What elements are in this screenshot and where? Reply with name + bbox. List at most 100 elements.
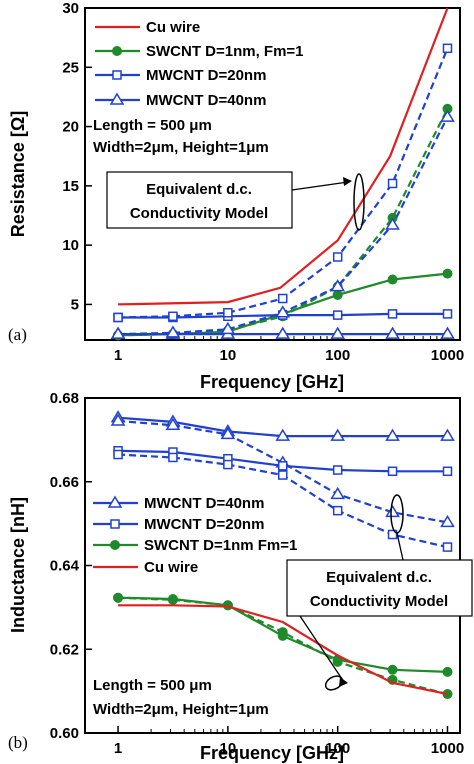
series-point-a-4-4 <box>332 252 343 262</box>
series-point-a-5-3 <box>275 326 291 339</box>
model-callout-a: Equivalent d.c. Conductivity Model <box>106 171 365 231</box>
y-tick-label-b-2: 0.64 <box>50 558 80 575</box>
series-point-b-1-5 <box>385 504 400 518</box>
series-point-b-3-4 <box>332 505 343 516</box>
series-point-a-4-3 <box>277 293 288 304</box>
series-point-b-2-6 <box>442 466 453 477</box>
model-callout-b: Equivalent d.c. Conductivity Model <box>286 494 473 691</box>
model-arrow-b-bottom <box>299 615 345 683</box>
x-ticks-b: 1 10 100 1000 <box>114 726 464 757</box>
model-box-b <box>286 559 473 617</box>
series-point-b-2-4 <box>332 465 343 475</box>
y-tick-label-a-1: 10 <box>62 237 79 254</box>
model-ellipse-b-bottom <box>324 675 344 691</box>
x-axis-label-a: Frequency [GHz] <box>200 372 344 392</box>
y-tick-label-a-0: 5 <box>71 296 79 313</box>
y-tick-label-b-3: 0.66 <box>50 474 79 491</box>
legend-marker-b-2 <box>110 540 120 550</box>
series-point-b-1-1 <box>165 417 181 430</box>
series-point-a-5-6 <box>440 326 455 339</box>
series-b <box>110 410 455 700</box>
y-tick-label-a-2: 15 <box>62 178 79 195</box>
series-point-a-3-4 <box>332 310 343 320</box>
y-tick-label-a-4: 25 <box>62 59 79 76</box>
x-tick-label-b-0: 1 <box>114 740 122 757</box>
legend-label-b-3: Cu wire <box>144 559 198 576</box>
dims-note-b-2: Width=2μm, Height=1μm <box>93 701 269 718</box>
x-tick-label-b-3: 1000 <box>431 740 464 757</box>
series-point-a-1-4 <box>332 289 343 300</box>
model-box-b-line1: Equivalent d.c. <box>326 569 432 586</box>
panel-b: 1 10 100 1000 0.60 0.62 0.64 0.66 0.68 (b) Freq… <box>8 390 473 763</box>
series-point-a-6-1 <box>165 325 181 338</box>
series-point-a-4-2 <box>223 307 233 318</box>
legend-label-a-1: SWCNT D=1nm, Fm=1 <box>146 43 304 60</box>
series-point-b-3-3 <box>277 470 288 480</box>
dims-note-b-1: Length = 500 μm <box>93 677 212 694</box>
series-point-a-4-5 <box>387 178 398 189</box>
legend-marker-b-0 <box>107 495 123 508</box>
legend-label-b-2: SWCNT D=1nm Fm=1 <box>144 537 297 554</box>
legend-label-a-3: MWCNT D=40nm <box>146 92 266 109</box>
series-point-a-6-4 <box>330 279 346 292</box>
series-point-b-5-4 <box>332 656 343 667</box>
legend-b: MWCNT D=40nm MWCNT D=20nm SWCNT D=1nm Fm… <box>93 495 297 576</box>
legend-marker-b-1 <box>110 519 120 529</box>
series-point-a-6-6 <box>440 109 455 122</box>
series-point-b-0-3 <box>275 428 291 441</box>
series-point-a-4-0 <box>113 312 123 323</box>
model-box-a-line1: Equivalent d.c. <box>146 181 252 198</box>
model-box-b-line2: Conductivity Model <box>310 593 448 610</box>
series-point-a-4-6 <box>442 43 453 54</box>
x-tick-label-b-2: 100 <box>325 740 350 757</box>
series-point-b-0-6 <box>440 428 455 441</box>
series-point-b-1-2 <box>220 426 236 440</box>
panel-a: 1 10 100 1000 5 10 15 20 25 30 (a) Frequency [GH… <box>8 0 464 392</box>
y-tick-label-b-0: 0.60 <box>50 725 79 742</box>
series-point-a-3-5 <box>387 309 398 319</box>
series-point-b-4-6 <box>442 666 453 677</box>
series-point-b-3-2 <box>223 459 233 470</box>
x-tick-label-a-1: 10 <box>220 347 237 364</box>
dims-note-a-2: Width=2μm, Height=1μm <box>93 139 269 156</box>
y-axis-label-b: Inductance [nH] <box>8 497 28 633</box>
x-tick-label-a-0: 1 <box>114 347 122 364</box>
series-point-a-1-6 <box>442 268 453 279</box>
series-point-b-1-4 <box>330 486 346 500</box>
y-ticks-b: 0.60 0.62 0.64 0.66 0.68 <box>50 390 92 742</box>
series-point-a-6-0 <box>110 326 126 339</box>
panel-label-b: (b) <box>8 733 28 752</box>
series-point-b-0-4 <box>330 428 346 441</box>
series-point-b-2-5 <box>387 466 398 477</box>
series-point-b-1-6 <box>440 514 455 528</box>
legend-marker-a-2 <box>112 70 122 80</box>
x-tick-label-a-2: 100 <box>325 347 350 364</box>
legend-marker-a-3 <box>109 92 125 105</box>
dims-note-a-1: Length = 500 μm <box>93 117 212 134</box>
series-point-b-5-3 <box>277 627 288 638</box>
series-point-b-3-6 <box>442 542 453 552</box>
plot-frame-a <box>84 7 461 341</box>
y-axis-label-a: Resistance [Ω] <box>8 111 28 237</box>
panel-label-a: (a) <box>8 325 27 344</box>
series-point-a-1-5 <box>387 274 398 285</box>
y-tick-label-a-5: 30 <box>62 0 79 17</box>
series-point-a-4-1 <box>168 311 178 322</box>
y-tick-label-b-1: 0.62 <box>50 641 79 658</box>
x-axis-label-b: Frequency [GHz] <box>200 743 344 763</box>
legend-label-a-0: Cu wire <box>146 19 200 36</box>
series-line-a-0 <box>118 7 449 306</box>
series-point-a-5-4 <box>330 326 346 339</box>
legend-a: Cu wire SWCNT D=1nm, Fm=1 MWCNT D=20nm M… <box>95 19 304 109</box>
series-line-b-6 <box>118 604 448 696</box>
series-point-b-1-0 <box>110 413 126 426</box>
model-arrow-a <box>291 181 349 191</box>
legend-label-b-1: MWCNT D=20nm <box>144 516 264 533</box>
series-point-b-2-3 <box>277 461 288 471</box>
model-box-a <box>106 171 293 229</box>
y-ticks-a: 5 10 15 20 25 30 <box>62 0 92 313</box>
series-point-a-5-5 <box>385 326 400 339</box>
series-point-a-6-3 <box>275 305 291 318</box>
series-point-b-0-5 <box>385 428 400 441</box>
